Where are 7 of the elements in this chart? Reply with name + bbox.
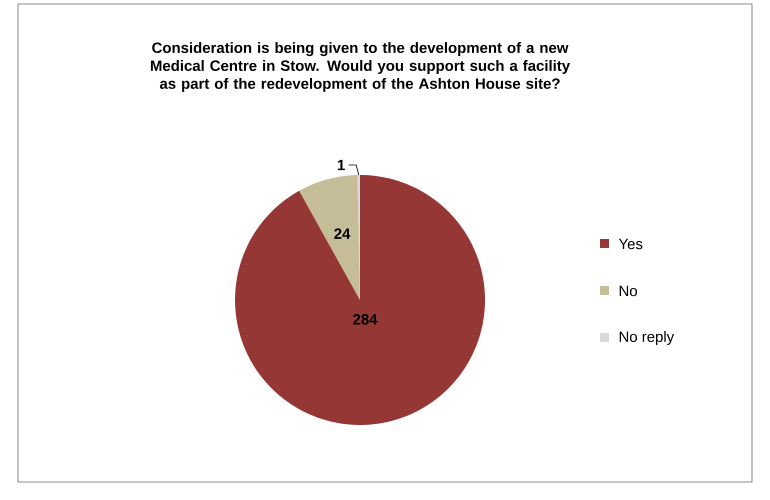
legend-label: Yes [618, 238, 642, 250]
chart-title: Consideration is being given to the development of a new Medical Centre in Stow. Would you support such a facility as part of the redevelopment of the Ashton House site? [150, 42, 570, 92]
data-label: 1 [338, 160, 345, 170]
data-label: 284 [353, 314, 378, 325]
legend-label: No reply [620, 331, 674, 345]
data-label: 24 [334, 228, 350, 239]
legend-label: No [620, 286, 637, 296]
